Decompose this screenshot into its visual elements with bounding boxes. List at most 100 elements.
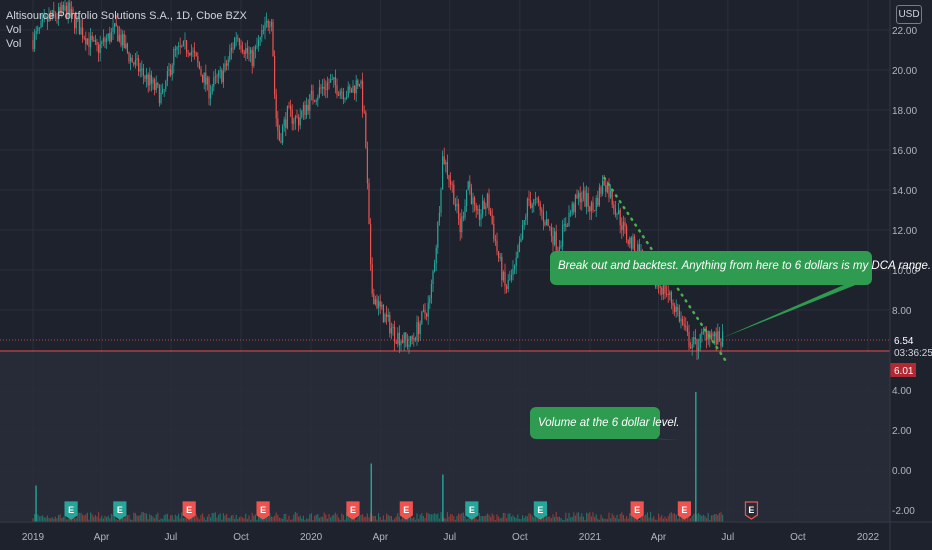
volume-bar <box>688 513 690 522</box>
volume-bar <box>659 517 661 522</box>
volume-bar <box>66 519 68 522</box>
volume-bar <box>205 519 207 522</box>
candle-body <box>666 293 668 295</box>
candle-body <box>453 184 455 205</box>
volume-bar <box>48 517 50 522</box>
currency-button[interactable]: USD <box>896 5 922 24</box>
volume-bar <box>629 513 631 522</box>
volume-bar <box>61 517 63 522</box>
candle-body <box>491 215 493 224</box>
volume-bar <box>381 519 383 522</box>
candle-body <box>165 80 167 90</box>
symbol-title[interactable]: Altisource Portfolio Solutions S.A., 1D,… <box>6 10 247 22</box>
volume-bar <box>582 516 584 522</box>
volume-bar <box>314 515 316 522</box>
candle-body <box>357 80 359 86</box>
candle-body <box>211 86 213 93</box>
countdown-label: 03:36:25 <box>894 348 932 359</box>
volume-bar <box>424 517 426 522</box>
price-tick-label: 10.00 <box>892 266 917 277</box>
support-level-label: 6.01 <box>894 366 914 377</box>
candle-body <box>243 51 245 55</box>
volume-bar <box>418 518 420 522</box>
candle-body <box>587 192 589 207</box>
volume-bar <box>464 515 466 522</box>
candle-body <box>514 266 516 270</box>
volume-bar <box>315 514 317 522</box>
candle-body <box>179 45 181 47</box>
candle-body <box>578 192 580 199</box>
price-axis[interactable]: 22.00 20.00 18.00 16.00 14.00 12.00 10.00 8.00 4… <box>889 0 917 550</box>
volume-bar <box>677 518 679 522</box>
time-axis[interactable]: 2019 Apr Jul Oct 2020 Apr Jul Oct 2021 Apr Jul Oct 2… <box>0 521 932 543</box>
volume-bar <box>78 512 80 522</box>
candle-body <box>149 74 151 86</box>
volume-bar <box>483 516 485 522</box>
volume-bar <box>182 517 184 522</box>
volume-bar <box>469 518 471 522</box>
volume-bar <box>558 516 560 522</box>
volume-bar <box>98 512 100 522</box>
candle-body <box>216 76 218 78</box>
candle-body <box>138 58 140 72</box>
volume-bar <box>109 518 111 522</box>
earnings-label: E <box>403 505 409 515</box>
volume-bar <box>416 513 418 522</box>
candle-body <box>350 89 352 93</box>
candle-body <box>146 74 148 79</box>
volume-bar <box>611 513 613 522</box>
candle-body <box>501 256 503 281</box>
volume-bar <box>720 512 722 522</box>
volume-spike <box>35 485 37 522</box>
volume-bar <box>206 516 208 522</box>
candle-body <box>541 209 543 212</box>
volume-bar <box>651 518 653 522</box>
volume-bar <box>384 519 386 522</box>
time-tick-label: Jul <box>164 532 177 543</box>
volume-bar <box>38 516 40 522</box>
earnings-marker <box>465 501 479 520</box>
volume-bar <box>214 512 216 522</box>
volume-bar <box>566 518 568 522</box>
volume-bar <box>646 512 648 522</box>
volume-bar <box>576 512 578 522</box>
volume-bar <box>123 518 125 522</box>
candle-body <box>427 302 429 317</box>
candle-body <box>424 309 426 314</box>
volume-bar <box>90 512 92 522</box>
candle-body <box>426 313 428 317</box>
candle-body <box>714 332 716 337</box>
volume-bar <box>686 517 688 522</box>
candle-body <box>96 41 98 45</box>
candle-body <box>330 79 332 83</box>
candle-body <box>605 185 607 192</box>
volume-bar <box>419 514 421 522</box>
volume-legend-2[interactable]: Vol <box>6 38 22 50</box>
candle-body <box>112 27 114 32</box>
volume-bar <box>136 515 138 522</box>
volume-bar <box>142 512 144 522</box>
volume-bar <box>130 519 132 522</box>
candle-body <box>139 69 141 72</box>
volume-bar <box>331 515 333 522</box>
candle-body <box>205 72 207 85</box>
volume-legend-1[interactable]: Vol <box>6 24 22 36</box>
time-tick-label: Jul <box>721 532 734 543</box>
candle-body <box>334 77 336 86</box>
candle-body <box>688 332 690 347</box>
candle-body <box>456 203 458 207</box>
candle-body <box>170 69 172 76</box>
candle-body <box>720 341 722 347</box>
candle-body <box>384 314 386 323</box>
candle-body <box>61 4 63 12</box>
volume-bar <box>267 516 269 522</box>
volume-bar <box>286 519 288 522</box>
candle-body <box>77 18 79 20</box>
volume-bar <box>45 517 47 522</box>
candle-body <box>218 71 220 77</box>
volume-bar <box>158 519 160 522</box>
volume-bar <box>373 515 375 522</box>
candle-body <box>405 332 407 340</box>
volume-bar <box>251 512 253 522</box>
